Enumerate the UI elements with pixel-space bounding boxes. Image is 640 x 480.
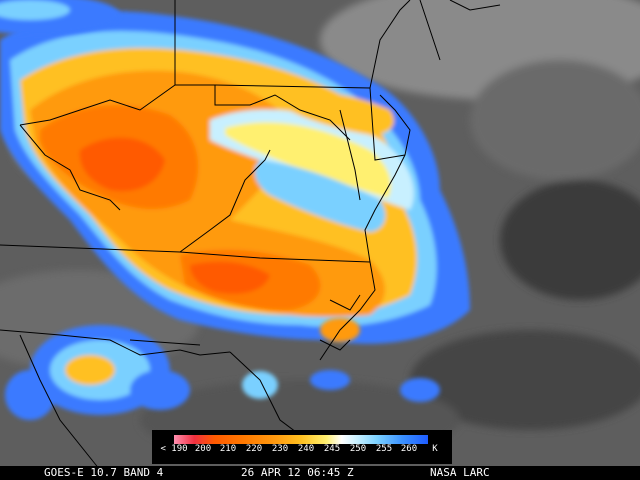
legend-tick-label: 245 [323,444,341,454]
legend-tick-label: 240 [297,444,315,454]
legend-tick-label: 200 [194,444,212,454]
legend-tick-label: 210 [219,444,237,454]
legend-tick-label: 220 [245,444,263,454]
legend-color-bar [174,435,428,444]
legend-tick-label: < 190 [160,444,188,454]
caption-datetime: 26 APR 12 06:45 Z [241,466,354,479]
storm-system-main [0,11,470,344]
legend-tick-label: 255 [375,444,393,454]
legend-tick-label: 230 [271,444,289,454]
caption-satellite: GOES-E 10.7 BAND 4 [44,466,164,479]
scattered-convection [0,0,440,420]
legend-tick-label: 250 [349,444,367,454]
caption-source: NASA LARC [430,466,490,479]
legend-tick-label: 260 [400,444,418,454]
legend-tick-label: K [432,444,438,454]
image-caption: GOES-E 10.7 BAND 4 26 APR 12 06:45 Z NAS… [0,466,640,480]
state-borders [0,0,501,471]
color-legend: < 190 200 210 220 230 240 245 250 255 260 K [152,430,452,464]
